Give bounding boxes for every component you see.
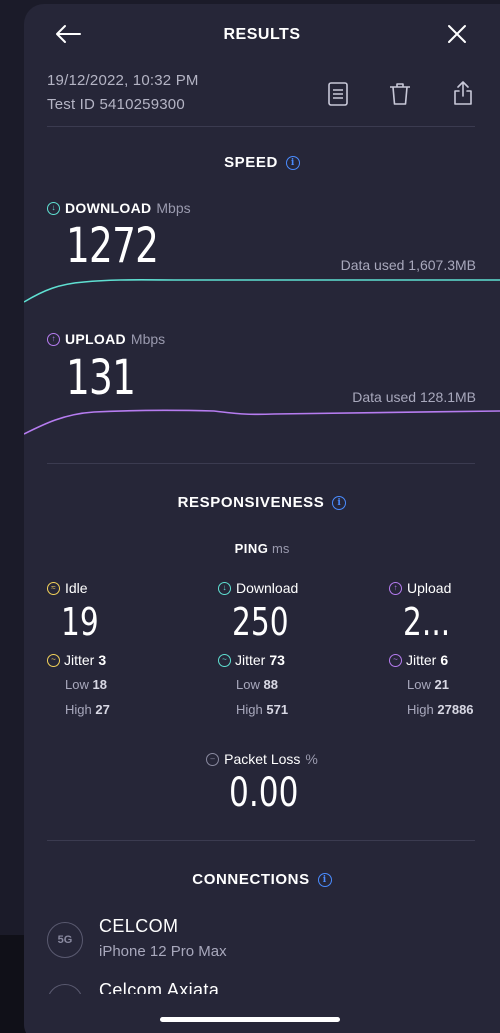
download-unit: Mbps xyxy=(156,200,191,216)
ping-download-value: 250 xyxy=(232,600,289,644)
ping-header: PING ms xyxy=(24,541,500,556)
upload-arrow-icon: ↑ xyxy=(389,581,402,595)
connections-title: CONNECTIONS xyxy=(192,871,310,888)
idle-label-text: Idle xyxy=(65,580,88,596)
sheet-footer xyxy=(24,994,500,1033)
info-icon[interactable]: i xyxy=(332,495,347,510)
ping-download-column: ↓ Download 250 ~ Jitter 73 Low 88 High 5… xyxy=(218,580,358,717)
divider xyxy=(47,840,475,841)
details-button[interactable] xyxy=(322,78,354,110)
low-label: Low xyxy=(65,677,89,692)
page-title: RESULTS xyxy=(223,26,301,43)
upload-low-value: 21 xyxy=(434,677,449,692)
idle-value: 19 xyxy=(61,600,99,644)
download-jitter: ~ Jitter 73 xyxy=(218,652,358,668)
high-label: High xyxy=(407,702,434,717)
upload-data-used: Data used 128.1MB xyxy=(352,389,476,405)
download-label: ↓ DOWNLOAD Mbps xyxy=(47,200,191,216)
ping-upload-label-text: Upload xyxy=(407,580,452,596)
jitter-icon: ~ xyxy=(218,653,231,667)
packet-loss-label-text: Packet Loss xyxy=(224,751,301,767)
idle-icon: ≈ xyxy=(47,581,60,595)
upload-value: 131 xyxy=(66,350,136,406)
jitter-label: Jitter xyxy=(406,652,437,668)
packet-loss-label: – Packet Loss % xyxy=(24,751,500,767)
idle-high-value: 27 xyxy=(95,702,110,717)
low-label: Low xyxy=(407,677,431,692)
connection-device: iPhone 12 Pro Max xyxy=(99,943,227,960)
results-sheet: RESULTS 19/12/2022, 10:32 PM Test ID 541… xyxy=(24,4,500,1033)
download-arrow-icon: ↓ xyxy=(47,201,60,215)
upload-jitter-value: 6 xyxy=(440,652,449,668)
info-icon[interactable]: i xyxy=(285,155,300,170)
download-high: High 571 xyxy=(218,702,358,717)
upload-unit: Mbps xyxy=(130,331,166,347)
packet-loss-icon: – xyxy=(206,752,220,766)
responsiveness-title: RESPONSIVENESS xyxy=(177,494,325,511)
upload-label-text: UPLOAD xyxy=(65,331,126,347)
download-value: 1272 xyxy=(66,218,159,274)
upload-low: Low 21 xyxy=(389,677,500,692)
download-data-used: Data used 1,607.3MB xyxy=(340,257,476,273)
low-label: Low xyxy=(236,677,260,692)
jitter-icon: ~ xyxy=(389,653,402,667)
upload-graph xyxy=(24,409,500,435)
upload-jitter: ~ Jitter 6 xyxy=(389,652,500,668)
speed-section-title: SPEED i xyxy=(24,154,500,171)
jitter-label: Jitter xyxy=(235,652,266,668)
connection-carrier: CELCOM xyxy=(99,916,179,936)
network-5g-icon: 5G xyxy=(47,922,83,958)
idle-label: ≈ Idle xyxy=(47,580,187,596)
download-low-value: 88 xyxy=(263,677,278,692)
ping-download-label-text: Download xyxy=(236,580,299,596)
upload-arrow-icon: ↑ xyxy=(47,332,60,346)
jitter-label: Jitter xyxy=(64,652,95,668)
download-low: Low 88 xyxy=(218,677,358,692)
document-icon xyxy=(328,82,348,106)
share-icon xyxy=(454,81,472,105)
ping-label: PING xyxy=(234,541,269,556)
upload-high: High 27886 xyxy=(389,702,500,717)
info-icon[interactable]: i xyxy=(317,872,332,887)
test-id: Test ID 5410259300 xyxy=(47,96,185,113)
arrow-left-icon xyxy=(56,25,81,43)
back-button[interactable] xyxy=(52,18,84,50)
ping-upload-value: 2... xyxy=(403,600,451,644)
download-graph xyxy=(24,279,500,303)
high-label: High xyxy=(65,702,92,717)
close-icon xyxy=(448,25,466,43)
idle-low: Low 18 xyxy=(47,677,187,692)
test-datetime: 19/12/2022, 10:32 PM xyxy=(47,72,199,89)
connections-section-title: CONNECTIONS i xyxy=(24,871,500,888)
delete-button[interactable] xyxy=(384,78,416,110)
ping-upload-column: ↑ Upload 2... ~ Jitter 6 Low 21 High 278… xyxy=(389,580,500,717)
high-label: High xyxy=(236,702,263,717)
packet-loss-unit: % xyxy=(305,751,318,767)
ping-idle-column: ≈ Idle 19 ~ Jitter 3 Low 18 High 27 xyxy=(47,580,187,717)
download-jitter-value: 73 xyxy=(269,652,285,668)
download-label-text: DOWNLOAD xyxy=(65,200,152,216)
responsiveness-section-title: RESPONSIVENESS i xyxy=(24,494,500,511)
trash-icon xyxy=(390,83,410,105)
connection-item[interactable]: 5G xyxy=(47,922,83,958)
download-high-value: 571 xyxy=(266,702,289,717)
upload-high-value: 27886 xyxy=(437,702,474,717)
ping-download-label: ↓ Download xyxy=(218,580,358,596)
idle-high: High 27 xyxy=(47,702,187,717)
home-indicator[interactable] xyxy=(160,1017,340,1022)
upload-label: ↑ UPLOAD Mbps xyxy=(47,331,165,347)
share-button[interactable] xyxy=(447,76,479,110)
jitter-icon: ~ xyxy=(47,653,60,667)
download-arrow-icon: ↓ xyxy=(218,581,231,595)
packet-loss-value: 0.00 xyxy=(229,770,299,816)
divider xyxy=(47,126,475,127)
idle-jitter: ~ Jitter 3 xyxy=(47,652,187,668)
ping-upload-label: ↑ Upload xyxy=(389,580,500,596)
divider xyxy=(47,463,475,464)
close-button[interactable] xyxy=(441,18,473,50)
idle-low-value: 18 xyxy=(92,677,107,692)
idle-jitter-value: 3 xyxy=(98,652,107,668)
ping-unit: ms xyxy=(272,541,290,556)
speed-title: SPEED xyxy=(224,154,278,171)
